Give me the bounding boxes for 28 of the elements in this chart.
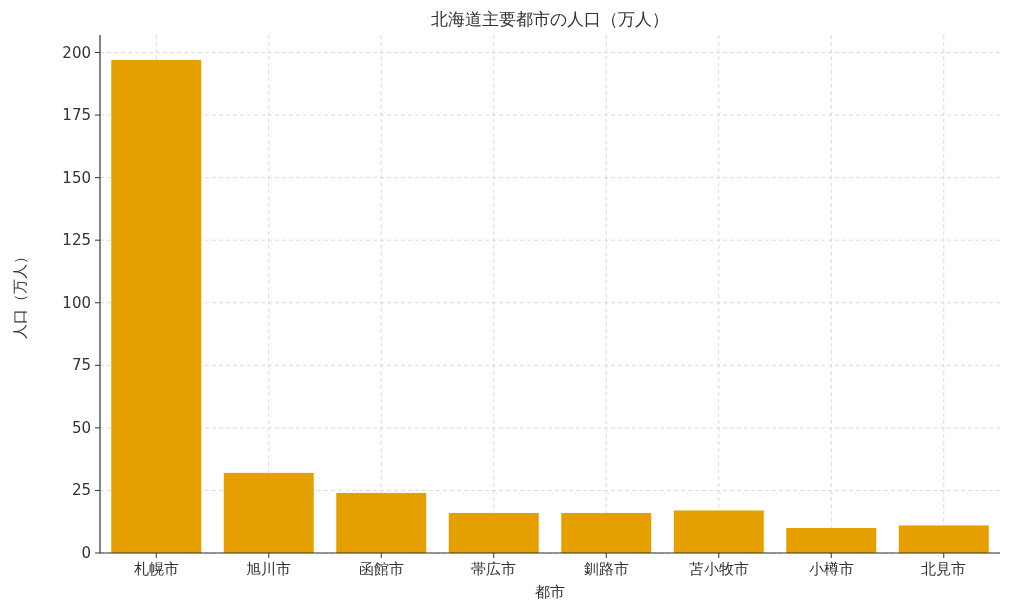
y-tick-label: 75 (71, 356, 91, 375)
bar (786, 527, 877, 553)
x-tick-label: 帯広市 (471, 560, 517, 578)
bar (673, 510, 764, 553)
y-tick-label: 25 (71, 481, 91, 500)
bar (448, 512, 539, 553)
bar (898, 525, 989, 553)
y-tick-label: 175 (62, 106, 91, 125)
y-tick-label: 150 (62, 168, 91, 187)
y-tick-label: 100 (62, 293, 91, 312)
x-tick-label: 小樽市 (808, 560, 854, 578)
y-tick-label: 0 (81, 544, 91, 562)
x-tick-label: 釧路市 (583, 560, 629, 578)
chart-title: 北海道主要都市の人口（万人） (431, 9, 669, 29)
x-tick-label: 苫小牧市 (688, 560, 749, 578)
bar (336, 492, 427, 553)
y-axis-title: 人口（万人） (11, 249, 29, 339)
bar (223, 472, 314, 553)
x-tick-label: 札幌市 (133, 560, 179, 578)
x-tick-label: 函館市 (358, 560, 404, 578)
y-tick-label: 50 (71, 418, 91, 437)
bar (111, 60, 202, 553)
bar (561, 512, 652, 553)
y-tick-label: 125 (62, 231, 91, 250)
y-tick-label: 200 (62, 43, 91, 62)
x-axis-title: 都市 (535, 583, 565, 601)
x-tick-label: 北見市 (921, 560, 967, 578)
x-tick-label: 旭川市 (246, 560, 292, 578)
